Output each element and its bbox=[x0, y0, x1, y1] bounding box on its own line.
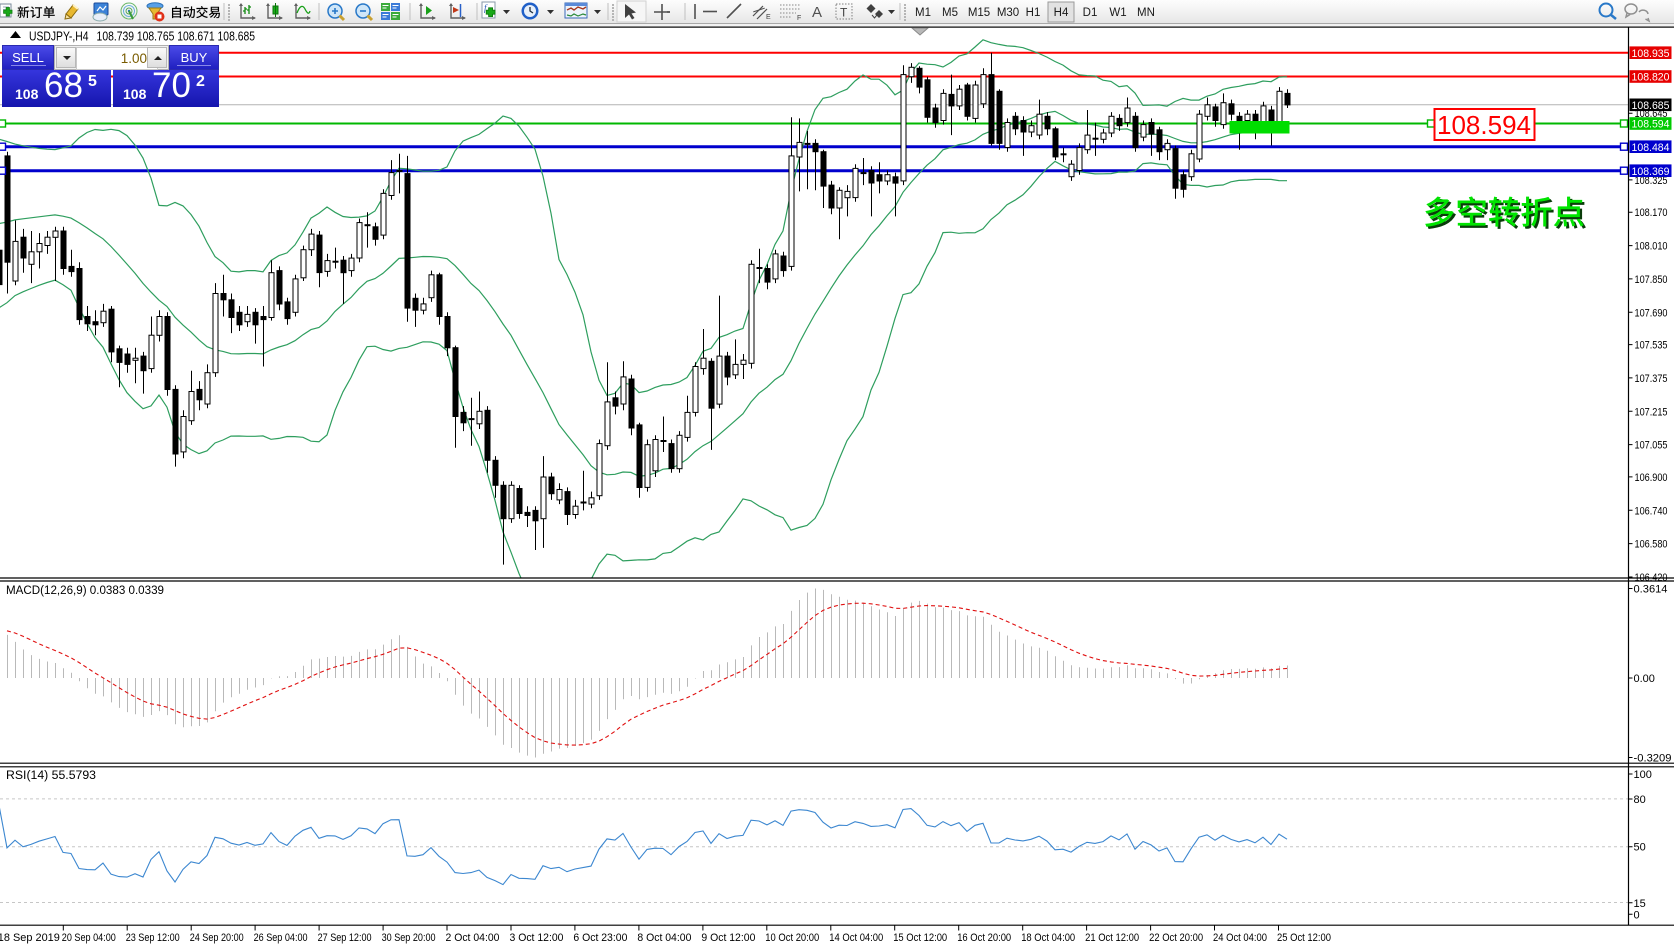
svg-text:0.3614: 0.3614 bbox=[1634, 584, 1668, 596]
svg-text:108.820: 108.820 bbox=[1632, 72, 1670, 84]
svg-text:108.685: 108.685 bbox=[1632, 100, 1670, 112]
svg-text:F: F bbox=[797, 15, 801, 22]
svg-text:M1: M1 bbox=[915, 7, 931, 19]
svg-text:26 Sep 04:00: 26 Sep 04:00 bbox=[254, 932, 308, 944]
svg-text:107.375: 107.375 bbox=[1635, 373, 1668, 385]
svg-text:106.580: 106.580 bbox=[1635, 539, 1668, 551]
svg-text:50: 50 bbox=[1634, 842, 1646, 854]
svg-text:H4: H4 bbox=[1054, 7, 1069, 19]
svg-text:2 Oct 04:00: 2 Oct 04:00 bbox=[446, 932, 500, 944]
svg-text:M15: M15 bbox=[968, 7, 990, 19]
svg-text:18 Sep 2019: 18 Sep 2019 bbox=[0, 932, 60, 944]
svg-text:A: A bbox=[812, 4, 822, 21]
svg-text:M5: M5 bbox=[942, 7, 958, 19]
svg-text:M30: M30 bbox=[997, 7, 1019, 19]
svg-text:20 Sep 04:00: 20 Sep 04:00 bbox=[62, 932, 116, 944]
svg-text:106.420: 106.420 bbox=[1635, 572, 1668, 584]
svg-text:RSI(14) 55.5793: RSI(14) 55.5793 bbox=[6, 770, 96, 782]
svg-text:16 Oct 20:00: 16 Oct 20:00 bbox=[957, 932, 1011, 944]
svg-text:27 Sep 12:00: 27 Sep 12:00 bbox=[318, 932, 372, 944]
svg-text:23 Sep 12:00: 23 Sep 12:00 bbox=[126, 932, 180, 944]
svg-text:15 Oct 12:00: 15 Oct 12:00 bbox=[893, 932, 947, 944]
svg-text:10 Oct 20:00: 10 Oct 20:00 bbox=[765, 932, 819, 944]
svg-text:9 Oct 12:00: 9 Oct 12:00 bbox=[701, 932, 755, 944]
svg-text:107.535: 107.535 bbox=[1635, 340, 1668, 352]
svg-text:22 Oct 20:00: 22 Oct 20:00 bbox=[1149, 932, 1203, 944]
svg-text:100: 100 bbox=[1634, 769, 1652, 781]
svg-text:T: T bbox=[840, 6, 848, 20]
svg-text:108.484: 108.484 bbox=[1632, 142, 1670, 154]
svg-text:14 Oct 04:00: 14 Oct 04:00 bbox=[829, 932, 883, 944]
svg-text:f: f bbox=[484, 3, 488, 13]
svg-text:107.215: 107.215 bbox=[1635, 406, 1668, 418]
svg-text:15: 15 bbox=[1634, 898, 1646, 910]
svg-text:-0.3209: -0.3209 bbox=[1634, 753, 1672, 765]
svg-text:108.594: 108.594 bbox=[1437, 110, 1531, 140]
svg-text:106.900: 106.900 bbox=[1635, 472, 1668, 484]
svg-text:108.935: 108.935 bbox=[1632, 48, 1670, 60]
svg-text:30 Sep 20:00: 30 Sep 20:00 bbox=[382, 932, 436, 944]
svg-text:108.010: 108.010 bbox=[1635, 241, 1668, 253]
svg-text:21 Oct 12:00: 21 Oct 12:00 bbox=[1085, 932, 1139, 944]
svg-text:USDJPY-,H4 108.739 108.765 10: USDJPY-,H4 108.739 108.765 108.671 108.6… bbox=[29, 29, 255, 44]
svg-text:MACD(12,26,9) 0.0383 0.0339: MACD(12,26,9) 0.0383 0.0339 bbox=[6, 585, 164, 597]
svg-text:8 Oct 04:00: 8 Oct 04:00 bbox=[637, 932, 691, 944]
svg-text:106.740: 106.740 bbox=[1635, 505, 1668, 517]
svg-text:107.690: 107.690 bbox=[1635, 307, 1668, 319]
svg-text:18 Oct 04:00: 18 Oct 04:00 bbox=[1021, 932, 1075, 944]
svg-text:24 Oct 04:00: 24 Oct 04:00 bbox=[1213, 932, 1267, 944]
svg-text:3 Oct 12:00: 3 Oct 12:00 bbox=[510, 932, 564, 944]
svg-text:108.170: 108.170 bbox=[1635, 207, 1668, 219]
svg-text:W1: W1 bbox=[1109, 7, 1126, 19]
svg-text:0: 0 bbox=[1634, 909, 1640, 921]
svg-text:D1: D1 bbox=[1083, 7, 1098, 19]
svg-text:E: E bbox=[766, 14, 771, 21]
svg-text:6 Oct 23:00: 6 Oct 23:00 bbox=[573, 932, 627, 944]
svg-text:107.850: 107.850 bbox=[1635, 274, 1668, 286]
svg-text:25 Oct 12:00: 25 Oct 12:00 bbox=[1277, 932, 1331, 944]
svg-text:0.00: 0.00 bbox=[1634, 673, 1655, 685]
svg-text:80: 80 bbox=[1634, 794, 1646, 806]
svg-text:107.055: 107.055 bbox=[1635, 440, 1668, 452]
svg-text:108.325: 108.325 bbox=[1635, 175, 1668, 187]
svg-text:24 Sep 20:00: 24 Sep 20:00 bbox=[190, 932, 244, 944]
svg-text:108.594: 108.594 bbox=[1632, 119, 1670, 131]
svg-text:MN: MN bbox=[1137, 7, 1155, 19]
svg-text:H1: H1 bbox=[1026, 7, 1041, 19]
svg-text:108.369: 108.369 bbox=[1632, 166, 1670, 178]
